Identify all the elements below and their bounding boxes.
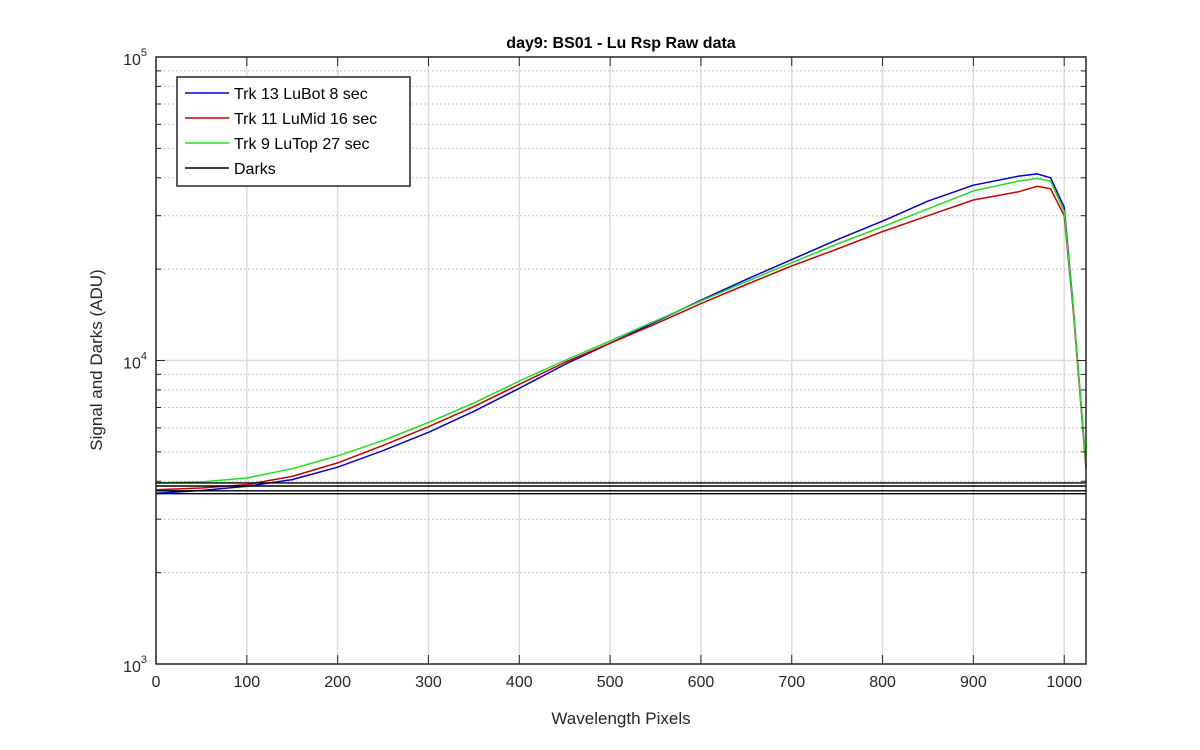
x-tick-label: 200 — [324, 674, 351, 691]
x-tick-label: 400 — [506, 674, 533, 691]
x-tick-label: 600 — [688, 674, 715, 691]
series-layer — [155, 173, 1087, 495]
x-axis-label: Wavelength Pixels — [551, 709, 690, 728]
x-tick-label: 900 — [960, 674, 987, 691]
legend-label: Trk 11 LuMid 16 sec — [234, 111, 377, 128]
y-axis-label: Signal and Darks (ADU) — [87, 269, 106, 450]
ticks: 0 100 200 300 400 500 600 700 800 900 1000 103 104 10… — [123, 47, 1086, 691]
y-tick-label: 105 — [123, 47, 147, 69]
series-line — [155, 185, 1087, 491]
x-tick-label: 100 — [233, 674, 260, 691]
legend-label: Trk 9 LuTop 27 sec — [234, 136, 369, 153]
x-tick-label: 800 — [869, 674, 896, 691]
series-line — [155, 177, 1087, 484]
x-tick-label: 0 — [152, 674, 161, 691]
legend-label: Trk 13 LuBot 8 sec — [234, 86, 368, 103]
x-tick-label: 300 — [415, 674, 442, 691]
legend-label: Darks — [234, 161, 276, 178]
legend: Trk 13 LuBot 8 sec Trk 11 LuMid 16 sec Trk… — [176, 76, 411, 187]
x-tick-label: 500 — [597, 674, 624, 691]
y-tick-label: 103 — [123, 654, 147, 676]
x-tick-label: 1000 — [1046, 674, 1082, 691]
y-tick-label: 104 — [123, 351, 147, 373]
chart-title: day9: BS01 - Lu Rsp Raw data — [506, 35, 735, 52]
x-tick-label: 700 — [778, 674, 805, 691]
